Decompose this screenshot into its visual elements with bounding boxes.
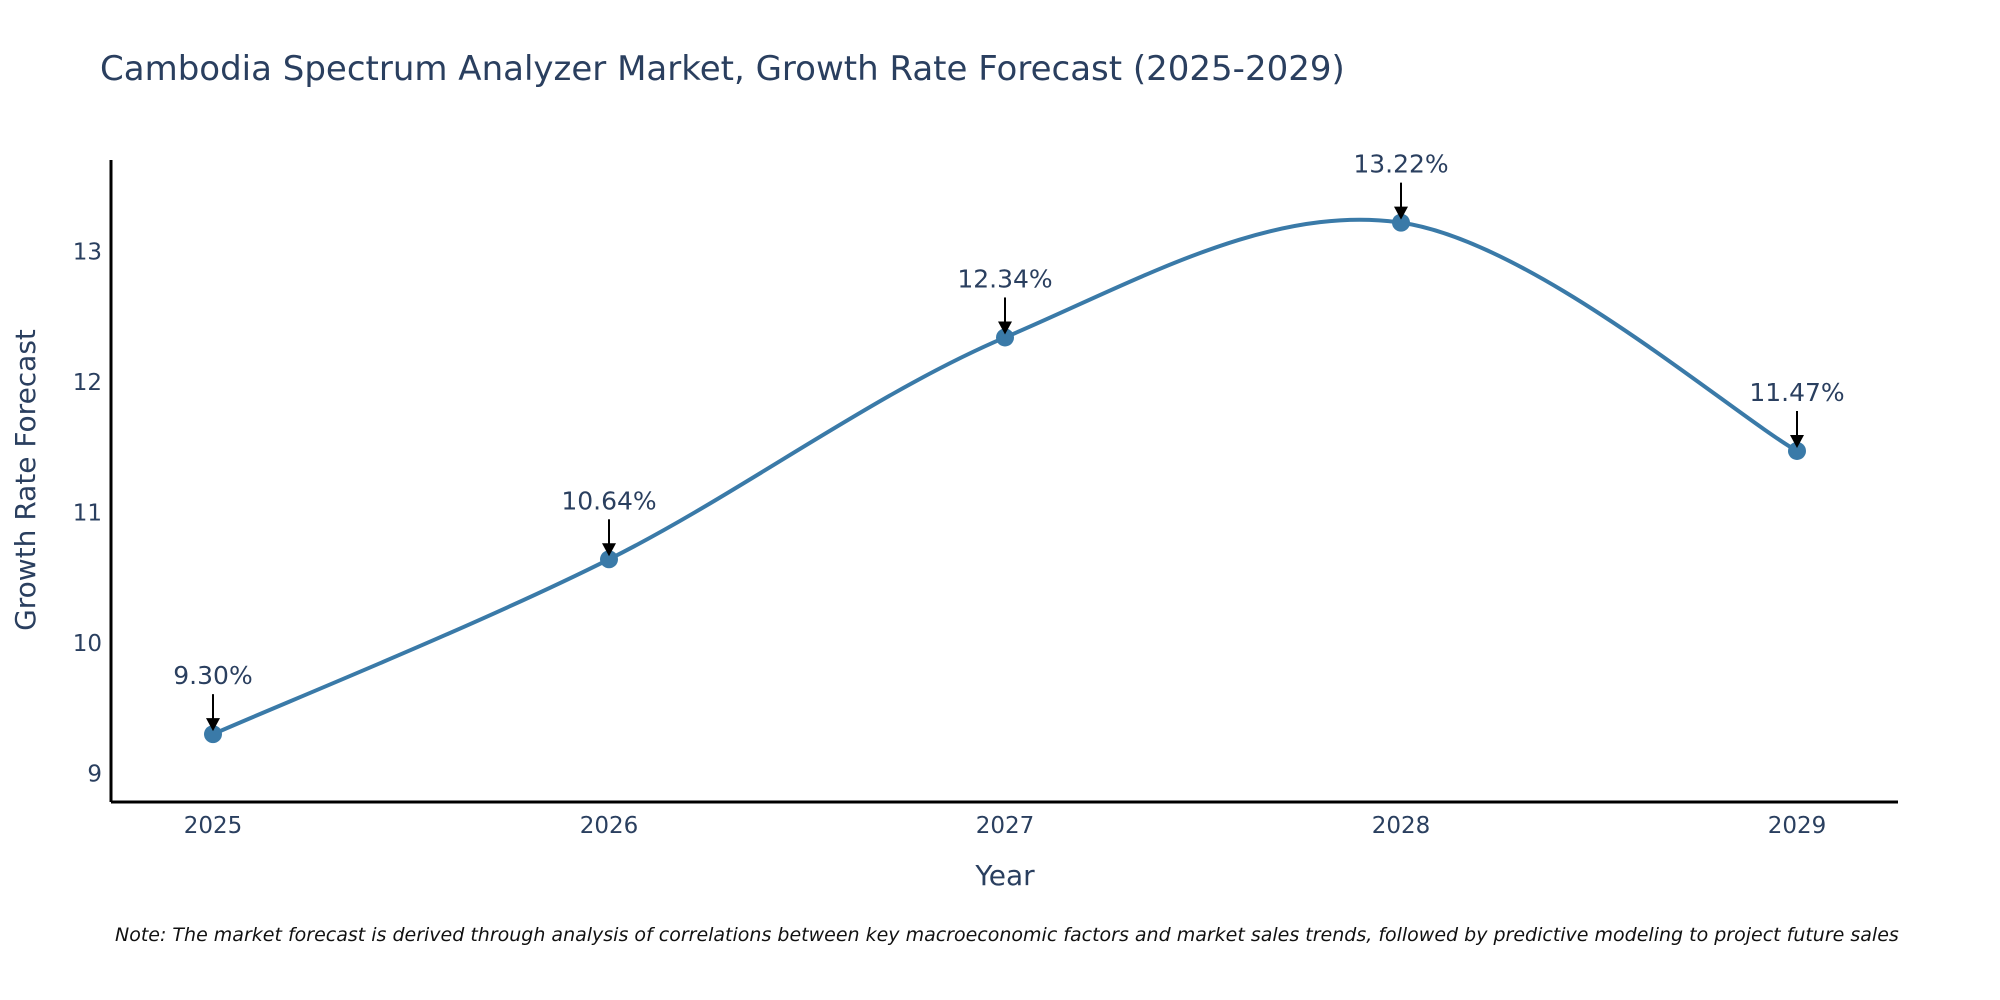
y-tick-label: 12: [73, 370, 102, 396]
y-tick-label: 10: [73, 631, 102, 657]
annotation-arrow-head: [998, 321, 1012, 335]
y-tick-labels: 9 10 11 12 13: [73, 239, 102, 787]
data-value-label: 13.22%: [1353, 150, 1448, 179]
data-value-label: 12.34%: [957, 264, 1052, 293]
data-value-label: 10.64%: [561, 486, 656, 515]
y-tick-label: 13: [73, 239, 102, 265]
annotation-arrow-head: [206, 718, 220, 732]
annotation-arrow-head: [1394, 206, 1408, 220]
data-value-label: 11.47%: [1749, 378, 1844, 407]
data-value-label: 9.30%: [173, 661, 252, 690]
annotation-arrow-head: [1790, 434, 1804, 448]
data-markers: [204, 213, 1806, 744]
chart-note: Note: The market forecast is derived thr…: [115, 924, 1899, 946]
chart-title: Cambodia Spectrum Analyzer Market, Growt…: [100, 49, 1345, 89]
data-point-marker: [600, 550, 618, 569]
y-axis-title: Growth Rate Forecast: [9, 329, 42, 631]
data-point-marker: [1392, 213, 1410, 232]
data-annotations: 9.30% 10.64% 12.34% 13.22% 11.47%: [173, 150, 1845, 732]
axes: [109, 160, 1898, 804]
series-line: [211, 217, 1799, 737]
data-point-marker: [1788, 441, 1806, 460]
x-tick-label: 2025: [184, 813, 243, 839]
x-tick-labels: 2025 2026 2027 2028 2029: [184, 813, 1827, 839]
x-tick-label: 2028: [1372, 813, 1431, 839]
x-axis-title: Year: [974, 859, 1035, 892]
data-point-marker: [204, 725, 222, 744]
x-tick-label: 2026: [580, 813, 639, 839]
annotation-arrow-head: [602, 543, 616, 557]
series: [211, 217, 1799, 737]
data-point-marker: [996, 328, 1014, 347]
x-tick-label: 2027: [976, 813, 1035, 839]
y-tick-label: 9: [87, 761, 102, 787]
x-tick-label: 2029: [1768, 813, 1827, 839]
y-tick-label: 11: [73, 500, 102, 526]
